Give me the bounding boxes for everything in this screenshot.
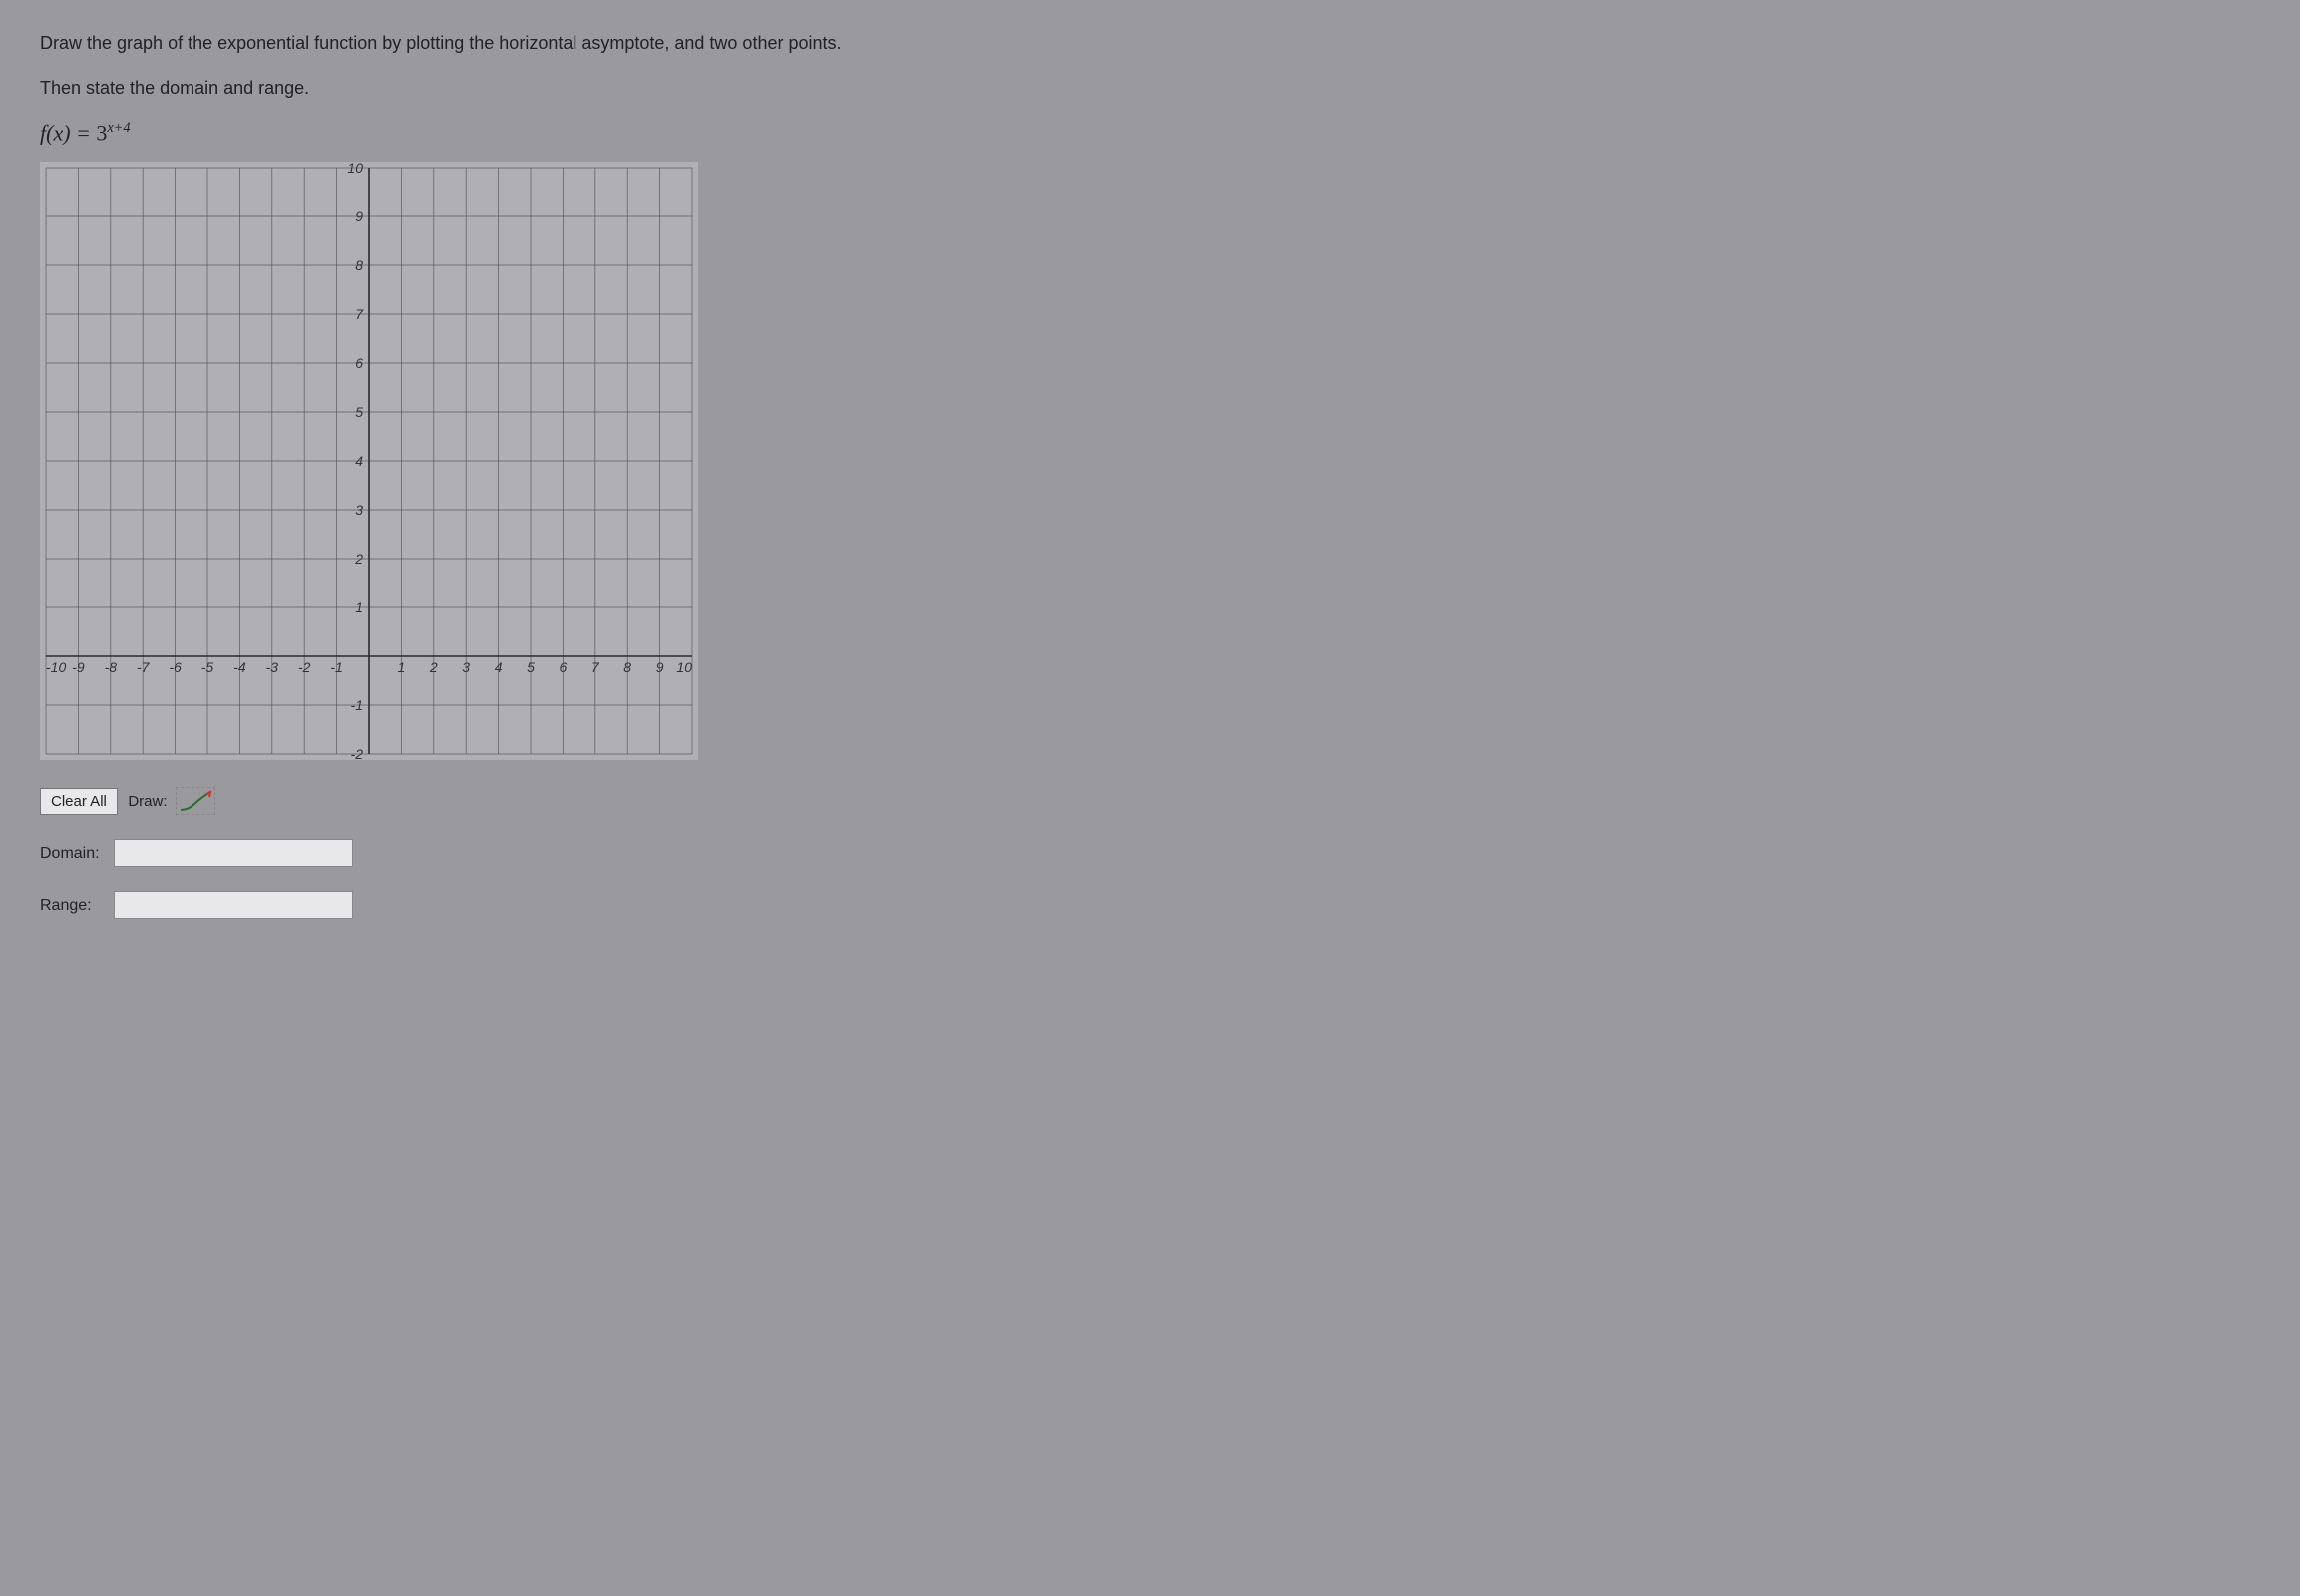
draw-label: Draw: bbox=[128, 793, 167, 810]
svg-text:-10: -10 bbox=[46, 659, 66, 675]
svg-text:10: 10 bbox=[676, 659, 692, 675]
svg-text:-4: -4 bbox=[233, 659, 246, 675]
svg-text:6: 6 bbox=[560, 659, 568, 675]
coordinate-grid[interactable]: -10 -9 -8 -7 -6 -5 -4 -3 -2 -1 1 2 3 4 5 6 7 8 9 10 -2 -1 1 2 3 4… bbox=[40, 162, 698, 760]
instructions-line-2: Then state the domain and range. bbox=[40, 75, 1137, 102]
svg-text:9: 9 bbox=[656, 659, 664, 675]
svg-text:1: 1 bbox=[355, 599, 363, 615]
formula-lhs: f(x) = bbox=[40, 120, 96, 145]
formula-exponent: x+4 bbox=[107, 120, 130, 136]
svg-text:-3: -3 bbox=[266, 659, 279, 675]
svg-text:4: 4 bbox=[495, 659, 503, 675]
svg-text:-2: -2 bbox=[351, 746, 364, 760]
svg-text:-2: -2 bbox=[298, 659, 311, 675]
svg-text:5: 5 bbox=[527, 659, 535, 675]
svg-text:8: 8 bbox=[623, 659, 631, 675]
svg-text:10: 10 bbox=[347, 162, 363, 176]
svg-text:8: 8 bbox=[355, 257, 363, 273]
svg-text:-1: -1 bbox=[351, 697, 363, 713]
draw-curve-tool[interactable] bbox=[176, 787, 215, 815]
svg-text:7: 7 bbox=[591, 659, 600, 675]
domain-label: Domain: bbox=[40, 845, 110, 863]
svg-text:7: 7 bbox=[355, 306, 364, 322]
domain-row: Domain: bbox=[40, 839, 2260, 867]
svg-text:3: 3 bbox=[355, 502, 363, 518]
range-row: Range: bbox=[40, 891, 2260, 919]
clear-all-button[interactable]: Clear All bbox=[40, 788, 118, 815]
svg-text:2: 2 bbox=[429, 659, 438, 675]
svg-text:6: 6 bbox=[355, 355, 363, 371]
svg-text:1: 1 bbox=[398, 659, 406, 675]
svg-text:-8: -8 bbox=[105, 659, 118, 675]
range-label: Range: bbox=[40, 897, 110, 915]
svg-text:-7: -7 bbox=[137, 659, 151, 675]
svg-text:-6: -6 bbox=[169, 659, 182, 675]
svg-text:3: 3 bbox=[462, 659, 470, 675]
svg-text:2: 2 bbox=[354, 551, 363, 567]
domain-input[interactable] bbox=[114, 839, 353, 867]
svg-text:-5: -5 bbox=[201, 659, 214, 675]
formula-base: 3 bbox=[96, 120, 107, 145]
svg-text:-9: -9 bbox=[72, 659, 85, 675]
svg-text:9: 9 bbox=[355, 208, 363, 224]
range-input[interactable] bbox=[114, 891, 353, 919]
function-formula: f(x) = 3x+4 bbox=[40, 120, 2260, 146]
graph-area[interactable]: -10 -9 -8 -7 -6 -5 -4 -3 -2 -1 1 2 3 4 5 6 7 8 9 10 -2 -1 1 2 3 4… bbox=[40, 162, 698, 765]
svg-text:5: 5 bbox=[355, 404, 363, 420]
instructions-line-1: Draw the graph of the exponential functi… bbox=[40, 30, 1137, 57]
svg-text:4: 4 bbox=[355, 453, 363, 469]
drawing-controls: Clear All Draw: bbox=[40, 787, 2260, 815]
curve-icon bbox=[177, 788, 216, 816]
svg-text:-1: -1 bbox=[330, 659, 342, 675]
